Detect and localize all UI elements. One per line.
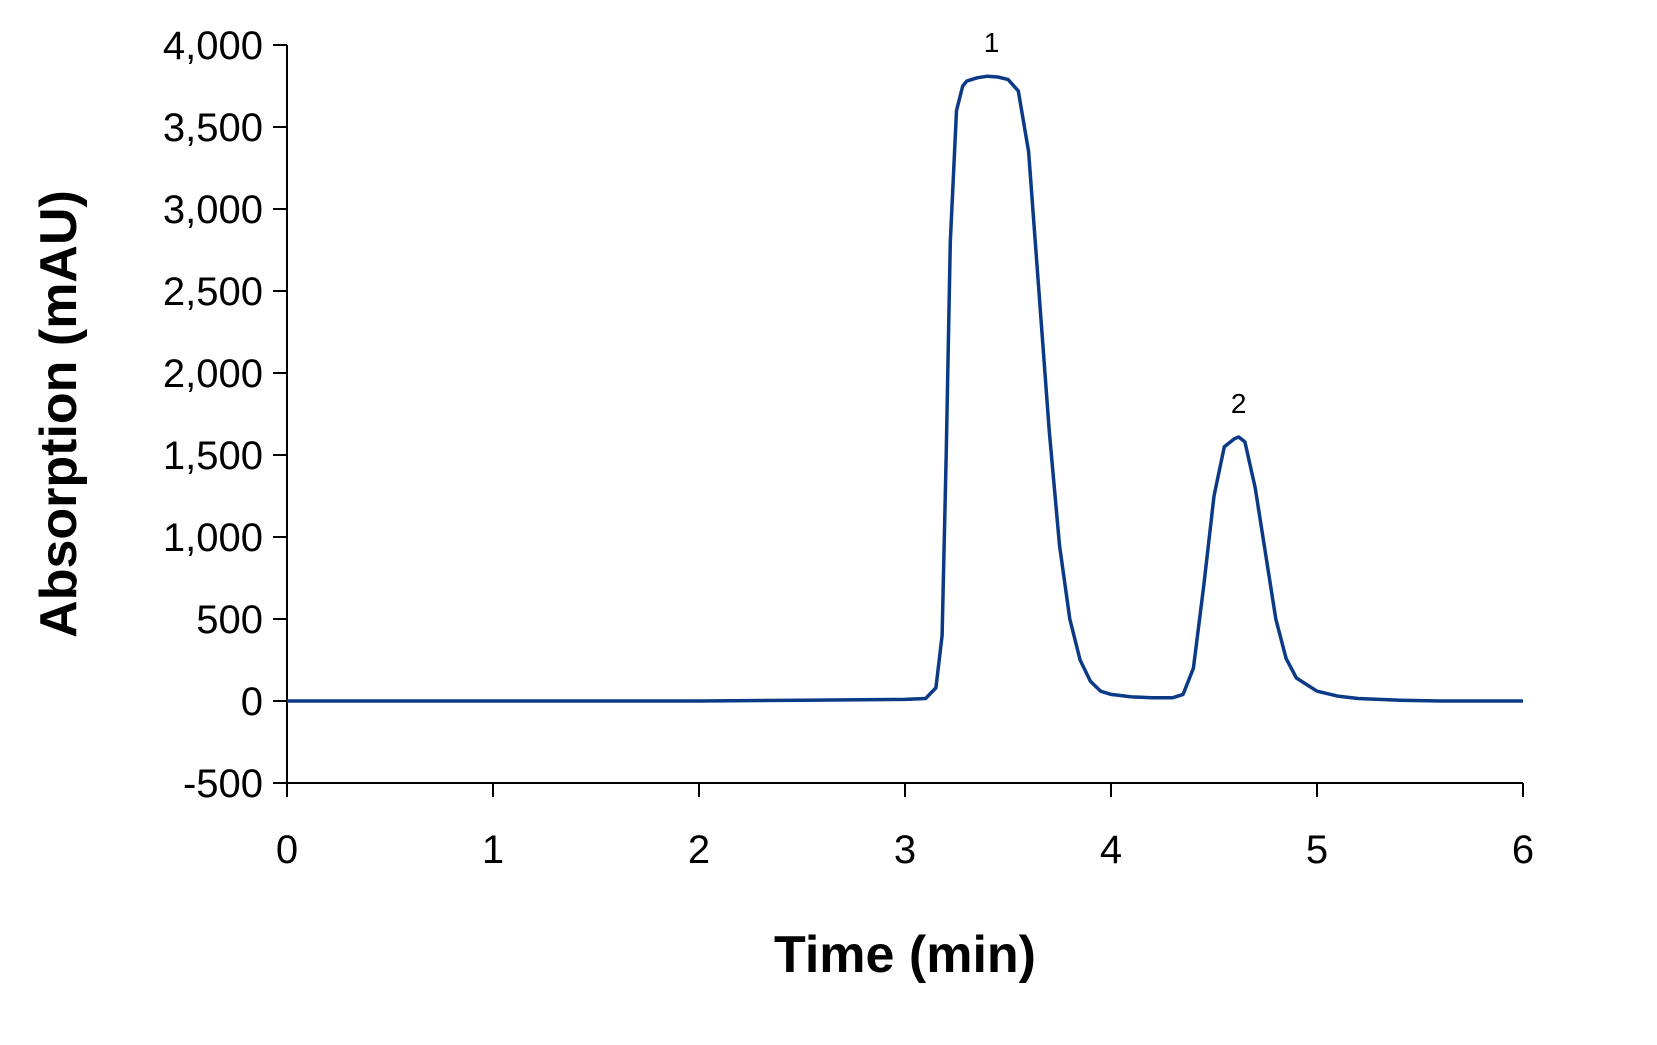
x-tick-label: 6: [1512, 828, 1534, 872]
x-axis-title: Time (min): [774, 926, 1036, 984]
chromatogram-trace: [287, 74, 1523, 703]
y-axis-ticks: -500 0 500 1,000 1,500 2,000 2,500 3,000 3,500 4,…: [163, 24, 287, 806]
y-axis-title: Absorption (mAU): [30, 190, 88, 638]
y-tick-label: 1,500: [163, 434, 263, 478]
y-tick-label: 0: [241, 680, 263, 724]
x-tick-label: 2: [688, 828, 710, 872]
y-tick-label: 500: [196, 598, 263, 642]
x-tick-label: 0: [276, 828, 298, 872]
y-tick-label: 4,000: [163, 24, 263, 68]
x-tick-label: 4: [1100, 828, 1122, 872]
peak-label: 2: [1231, 388, 1247, 419]
peak-annotations: 12: [984, 27, 1247, 419]
y-tick-label: 3,000: [163, 188, 263, 232]
x-axis-ticks: 0 1 2 3 4 5 6: [276, 783, 1534, 872]
x-tick-label: 1: [482, 828, 504, 872]
y-tick-label: -500: [183, 762, 263, 806]
y-tick-label: 3,500: [163, 106, 263, 150]
y-tick-label: 2,000: [163, 352, 263, 396]
x-tick-label: 5: [1306, 828, 1328, 872]
x-tick-label: 3: [894, 828, 916, 872]
y-tick-label: 1,000: [163, 516, 263, 560]
y-tick-label: 2,500: [163, 270, 263, 314]
peak-label: 1: [984, 27, 1000, 58]
